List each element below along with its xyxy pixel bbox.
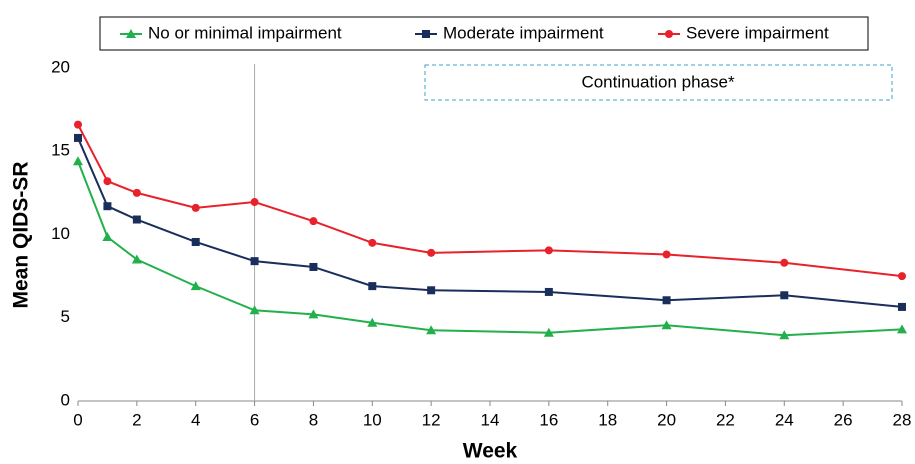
legend-label: Severe impairment bbox=[686, 23, 829, 42]
data-point bbox=[543, 327, 554, 337]
data-point bbox=[368, 282, 377, 291]
data-point bbox=[898, 302, 906, 311]
x-tick-label: 8 bbox=[309, 410, 318, 429]
data-point bbox=[74, 133, 82, 142]
y-tick-label: 10 bbox=[51, 224, 70, 243]
x-tick-label: 0 bbox=[73, 410, 82, 429]
series-line bbox=[77, 137, 903, 308]
data-point bbox=[103, 202, 112, 211]
legend-label: Moderate impairment bbox=[443, 23, 604, 42]
data-point bbox=[427, 286, 436, 295]
x-tick-label: 10 bbox=[363, 410, 382, 429]
x-tick-label: 24 bbox=[775, 410, 794, 429]
x-tick-label: 16 bbox=[539, 410, 558, 429]
series-line bbox=[77, 124, 903, 278]
data-point bbox=[132, 215, 141, 224]
legend-marker bbox=[422, 30, 430, 38]
x-tick-label: 20 bbox=[657, 410, 676, 429]
data-point bbox=[74, 120, 82, 129]
data-point bbox=[661, 320, 672, 330]
data-point bbox=[544, 246, 553, 255]
data-point bbox=[191, 203, 200, 212]
y-axis-title: Mean QIDS-SR bbox=[10, 161, 33, 308]
data-point bbox=[780, 258, 789, 267]
data-point bbox=[102, 231, 113, 241]
x-tick-label: 12 bbox=[422, 410, 441, 429]
data-point bbox=[309, 217, 318, 226]
x-tick-label: 26 bbox=[834, 410, 853, 429]
x-tick-label: 14 bbox=[481, 410, 500, 429]
data-point bbox=[367, 317, 378, 327]
x-tick-label: 18 bbox=[598, 410, 617, 429]
y-tick-label: 15 bbox=[51, 141, 70, 160]
legend-marker bbox=[665, 30, 673, 38]
data-point bbox=[190, 281, 201, 291]
data-point bbox=[250, 198, 259, 207]
data-point bbox=[73, 156, 83, 166]
x-tick-label: 6 bbox=[250, 410, 259, 429]
data-point bbox=[662, 250, 671, 259]
data-point bbox=[131, 254, 142, 264]
series-line bbox=[77, 160, 903, 337]
data-point bbox=[662, 296, 671, 305]
y-tick-label: 5 bbox=[61, 307, 70, 326]
data-point bbox=[780, 291, 789, 300]
data-point bbox=[132, 188, 141, 197]
x-tick-label: 4 bbox=[191, 410, 200, 429]
data-point bbox=[897, 324, 907, 334]
data-point bbox=[779, 330, 790, 340]
legend-label: No or minimal impairment bbox=[148, 23, 342, 42]
data-point bbox=[426, 325, 437, 335]
x-tick-label: 22 bbox=[716, 410, 735, 429]
data-point bbox=[250, 257, 259, 266]
data-point bbox=[898, 272, 906, 281]
data-point bbox=[308, 309, 319, 319]
data-point bbox=[368, 238, 377, 247]
data-point bbox=[103, 177, 112, 186]
data-point bbox=[249, 305, 260, 315]
y-tick-label: 20 bbox=[51, 57, 70, 76]
x-axis-title: Week bbox=[463, 440, 518, 463]
x-tick-label: 28 bbox=[893, 410, 912, 429]
annotation: Continuation phase* bbox=[581, 72, 735, 91]
data-point bbox=[309, 262, 318, 271]
legend-marker bbox=[126, 29, 136, 38]
data-point bbox=[191, 237, 200, 246]
annotation-box bbox=[424, 64, 893, 101]
data-point bbox=[544, 287, 553, 296]
x-tick-label: 2 bbox=[132, 410, 141, 429]
data-point bbox=[427, 248, 436, 257]
y-tick-label: 0 bbox=[61, 390, 70, 409]
legend-box bbox=[99, 16, 869, 51]
